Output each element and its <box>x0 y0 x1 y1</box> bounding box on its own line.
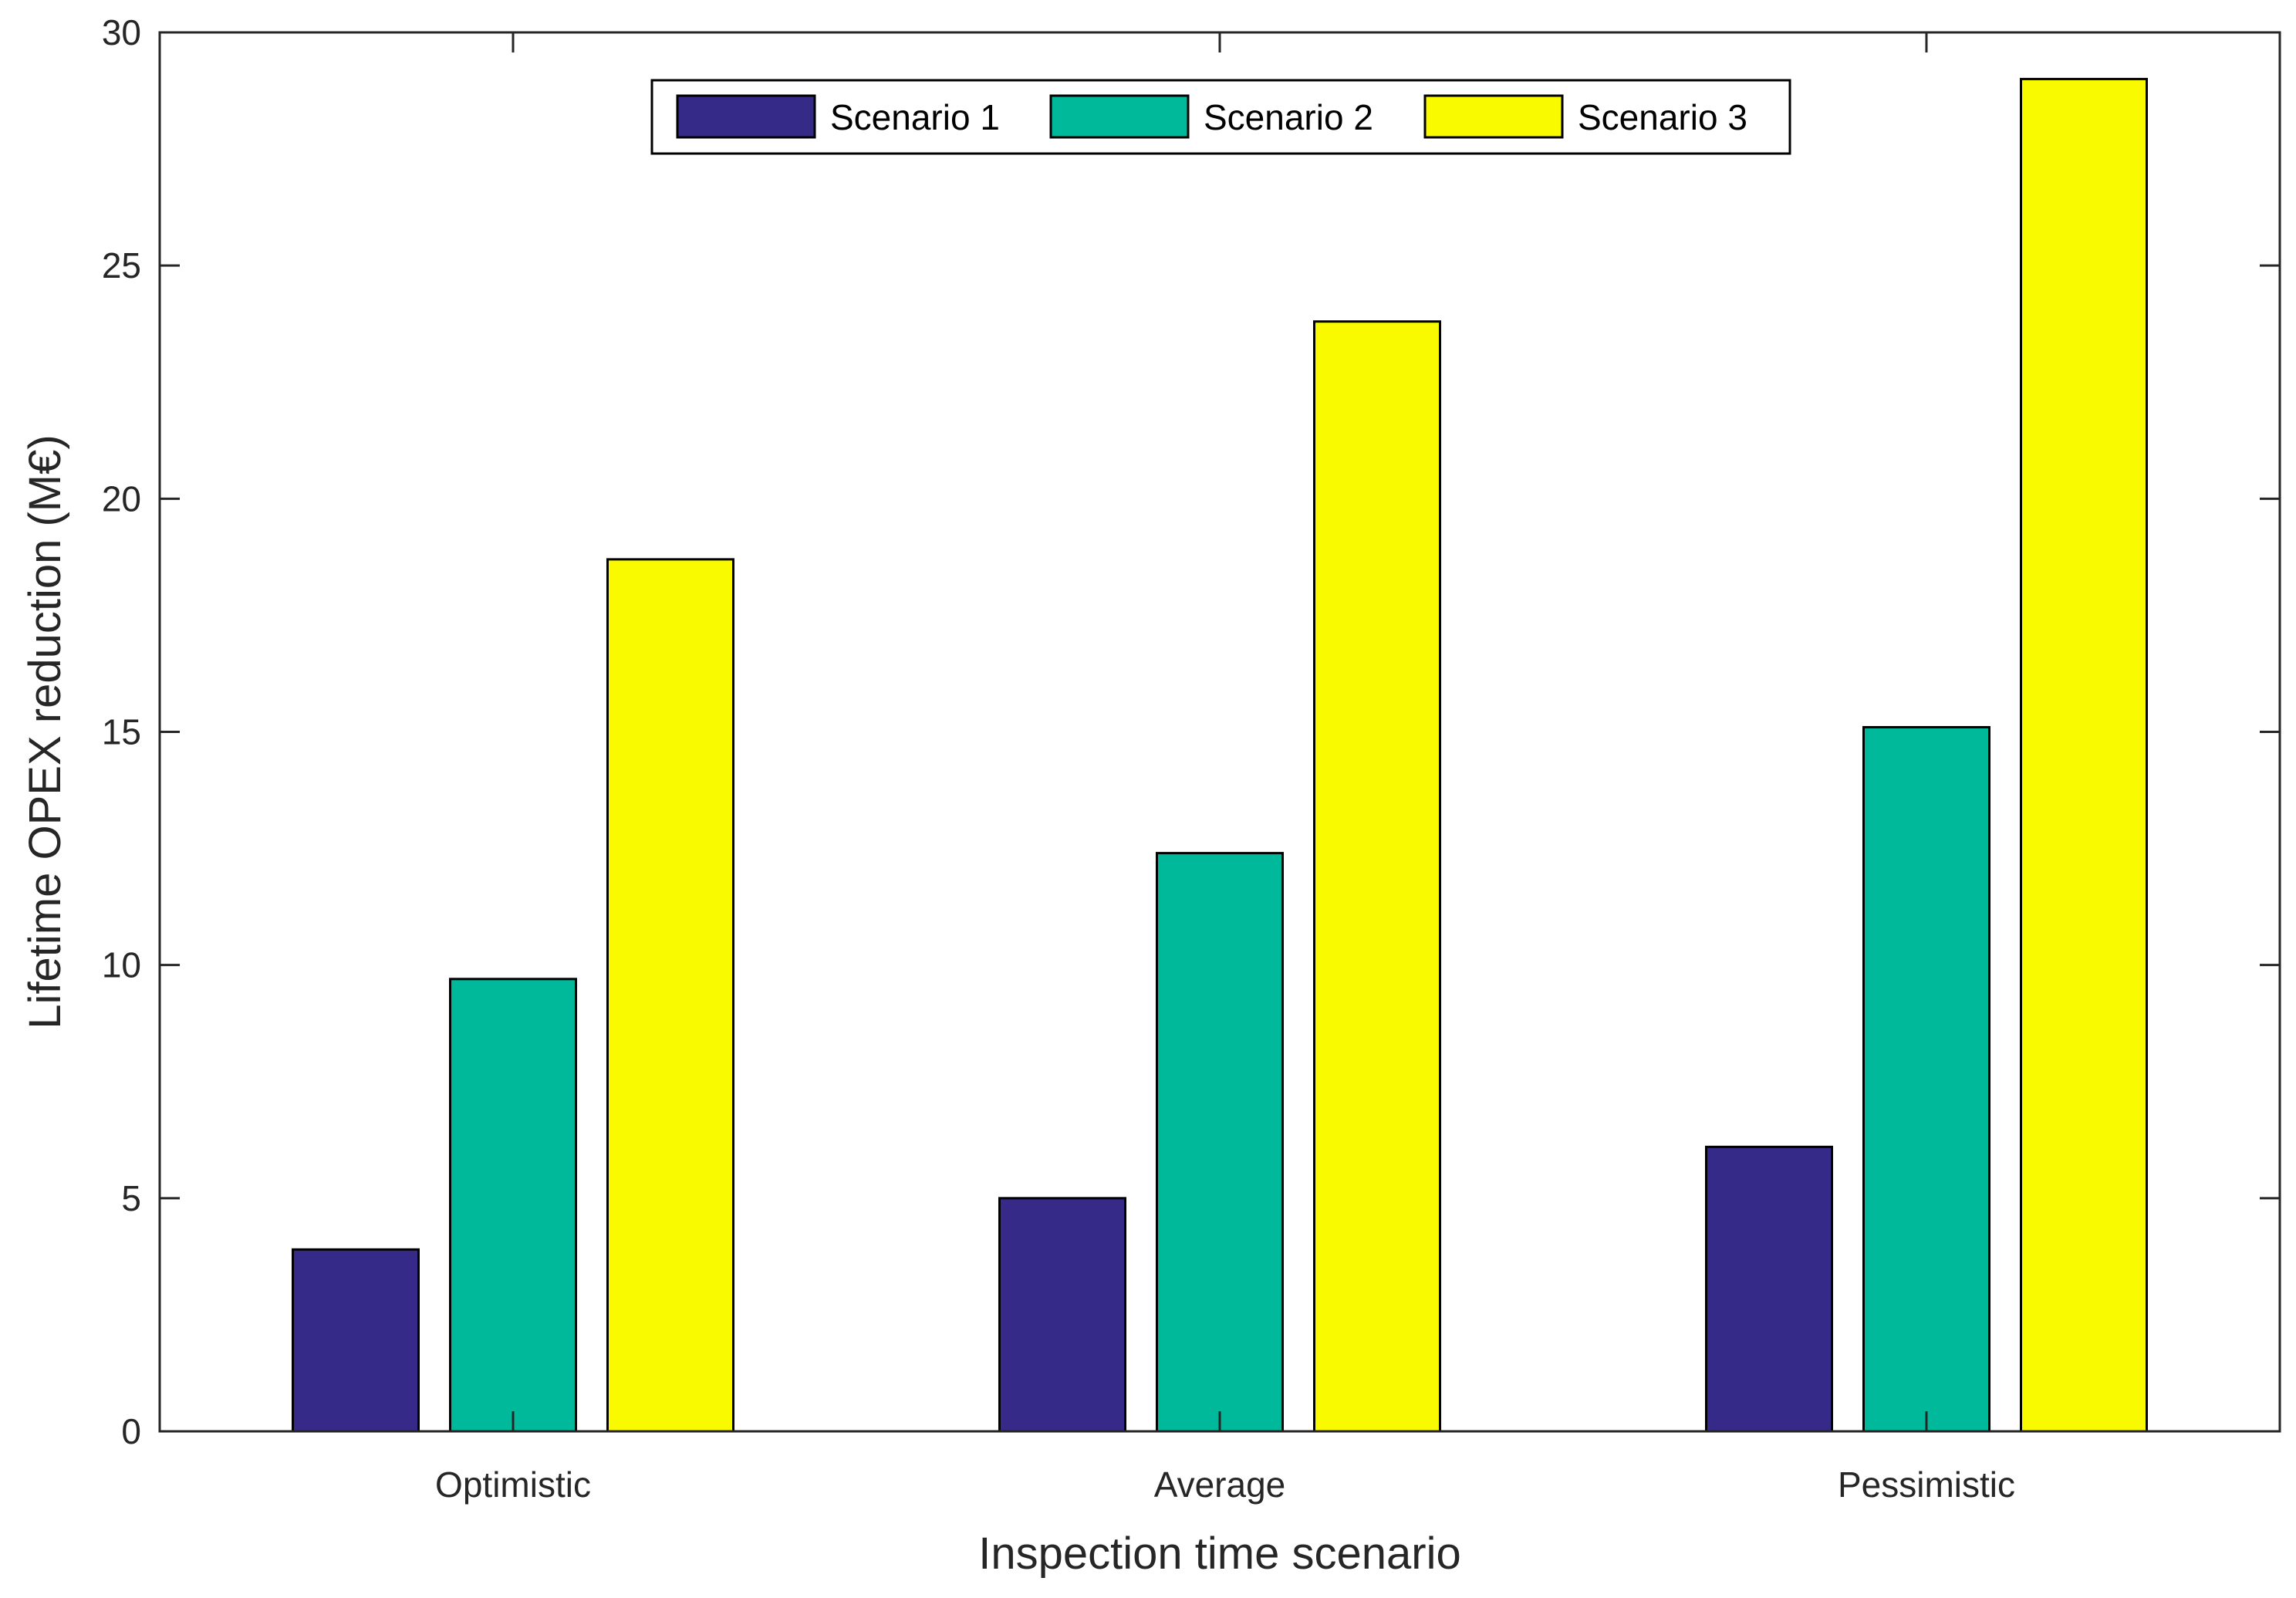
y-tick-label: 20 <box>102 478 141 519</box>
y-tick-label: 0 <box>121 1411 141 1451</box>
y-tick-label: 15 <box>102 712 141 752</box>
x-tick-label-average: Average <box>1154 1465 1286 1505</box>
y-tick-label: 5 <box>121 1178 141 1218</box>
legend-swatch-scenario-1 <box>676 94 816 139</box>
bar-scenario-2-optimistic <box>449 978 577 1433</box>
bar-scenario-1-pessimistic <box>1705 1145 1833 1433</box>
y-axis-label: Lifetime OPEX reduction (M€) <box>20 434 70 1029</box>
legend-label-scenario-1: Scenario 1 <box>830 97 1000 137</box>
y-tick-label: 10 <box>102 945 141 985</box>
legend: Scenario 1 Scenario 2 Scenario 3 <box>650 79 1791 155</box>
bar-scenario-1-optimistic <box>292 1248 420 1433</box>
x-tick-label-optimistic: Optimistic <box>435 1465 591 1505</box>
bar-scenario-3-pessimistic <box>2020 77 2148 1433</box>
bar-scenario-3-optimistic <box>606 558 734 1433</box>
y-tick-label: 25 <box>102 245 141 285</box>
ticks-group: 0 5 10 15 20 25 30 Optimistic Average Pessimistic <box>102 12 2280 1505</box>
x-tick-label-pessimistic: Pessimistic <box>1838 1465 2015 1505</box>
x-axis-label: Inspection time scenario <box>978 1529 1460 1579</box>
legend-swatch-scenario-2 <box>1049 94 1190 139</box>
legend-swatch-scenario-3 <box>1423 94 1564 139</box>
bar-scenario-2-average <box>1156 852 1284 1433</box>
legend-box <box>650 79 1791 155</box>
bar-scenario-2-pessimistic <box>1862 725 1990 1433</box>
legend-label-scenario-3: Scenario 3 <box>1578 97 1747 137</box>
bar-scenario-1-average <box>998 1197 1126 1433</box>
legend-label-scenario-2: Scenario 2 <box>1204 97 1373 137</box>
bars-group <box>292 77 2148 1433</box>
y-tick-label: 30 <box>102 12 141 52</box>
bar-scenario-3-average <box>1313 320 1441 1433</box>
